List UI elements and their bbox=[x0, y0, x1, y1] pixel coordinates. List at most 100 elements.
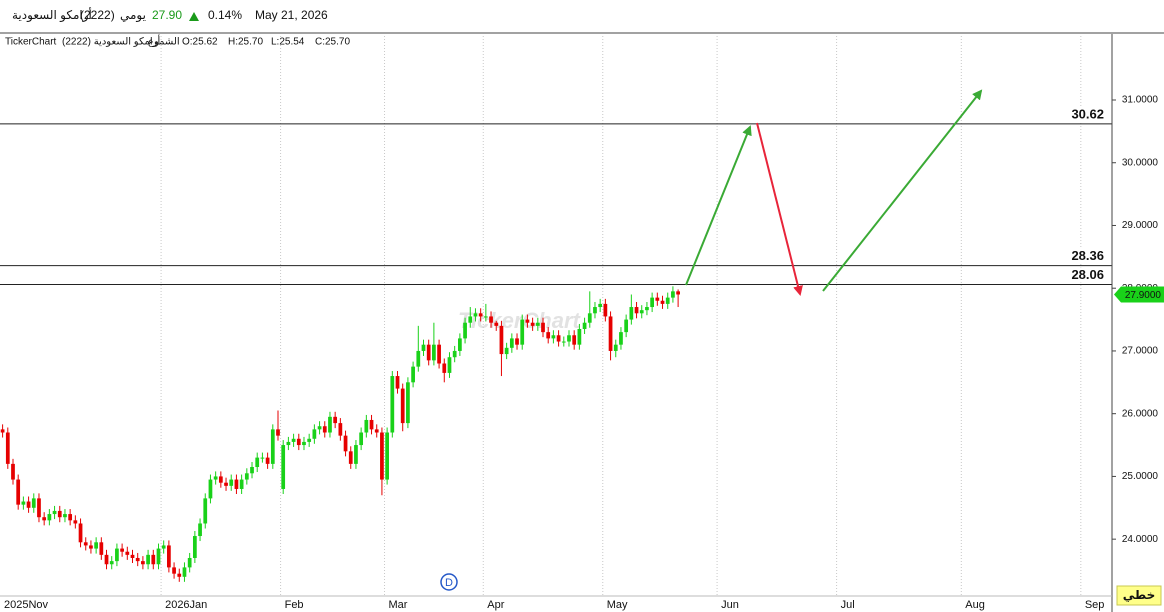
candle-body bbox=[218, 476, 223, 483]
event-marker[interactable] bbox=[440, 573, 458, 591]
source: TickerChart bbox=[5, 37, 57, 48]
x-tick-label: May bbox=[607, 599, 628, 611]
candle-body bbox=[52, 510, 57, 515]
candle-body bbox=[613, 344, 618, 351]
candle-body bbox=[99, 542, 104, 555]
candle-body bbox=[26, 501, 31, 508]
candle-body bbox=[63, 514, 67, 518]
candle-body bbox=[645, 307, 649, 311]
candle-body bbox=[561, 341, 566, 343]
candle-body bbox=[104, 554, 109, 565]
candle-body bbox=[655, 297, 660, 301]
stock-code: (2222) bbox=[80, 8, 115, 22]
candle-body bbox=[582, 322, 587, 329]
candle-body bbox=[16, 479, 21, 505]
candle-body bbox=[120, 548, 124, 552]
candle-body bbox=[270, 429, 275, 464]
candle-body bbox=[208, 479, 213, 499]
symbol: (2222) أرامكو السعودية bbox=[62, 35, 160, 48]
candle-body bbox=[302, 441, 306, 446]
candle-body bbox=[671, 291, 675, 298]
level-label: 30.62 bbox=[1071, 106, 1104, 121]
candle-body bbox=[556, 335, 561, 342]
candle-body bbox=[312, 429, 317, 439]
chart-mode-label[interactable]: خطي bbox=[1123, 588, 1155, 602]
chart-mode-button[interactable] bbox=[1116, 585, 1162, 606]
projection-arrow bbox=[756, 122, 803, 296]
candle-body bbox=[229, 479, 234, 486]
candle-body bbox=[499, 325, 504, 355]
candle-body bbox=[348, 451, 353, 464]
candle-body bbox=[447, 357, 452, 373]
candle-body bbox=[587, 313, 592, 323]
candle-body bbox=[343, 435, 348, 452]
level-label-bg bbox=[1062, 267, 1108, 283]
candle-body bbox=[660, 300, 665, 304]
candle-body bbox=[11, 463, 15, 480]
candle-body bbox=[541, 322, 545, 333]
candle-body bbox=[234, 479, 239, 489]
candle-body bbox=[328, 416, 332, 433]
price: 27.90 bbox=[152, 8, 182, 22]
candle-body bbox=[177, 573, 182, 577]
candle-body bbox=[203, 498, 208, 524]
candle-body bbox=[83, 542, 88, 546]
candle-body bbox=[619, 332, 623, 345]
candle-body bbox=[156, 548, 161, 565]
candle-body bbox=[89, 545, 93, 549]
chart-style: الشموع bbox=[148, 37, 180, 48]
candle-body bbox=[504, 347, 509, 355]
x-tick-label: Mar bbox=[389, 599, 408, 611]
candle-body bbox=[603, 303, 608, 317]
projection-arrow bbox=[822, 89, 983, 292]
candle-body bbox=[182, 567, 187, 577]
stock-name: أرامكو السعودية bbox=[12, 7, 92, 23]
x-tick-label: Jul bbox=[841, 599, 855, 611]
candle-body bbox=[5, 432, 10, 464]
candle-body bbox=[250, 467, 254, 474]
level-label: 28.36 bbox=[1071, 248, 1104, 263]
candle-body bbox=[411, 366, 415, 383]
watermark: TickerChart bbox=[458, 308, 582, 333]
candle-body bbox=[473, 313, 478, 317]
candle-body bbox=[265, 457, 270, 464]
candle-body bbox=[572, 335, 577, 345]
candle-body bbox=[400, 388, 405, 424]
candle-body bbox=[525, 319, 530, 323]
candle-body bbox=[68, 514, 73, 521]
candle-body bbox=[608, 316, 613, 351]
candle-body bbox=[276, 429, 280, 436]
candle-body bbox=[260, 457, 265, 459]
candle-body bbox=[639, 310, 644, 314]
candle-body bbox=[322, 426, 327, 433]
y-tick-label: 31.0000 bbox=[1122, 95, 1159, 106]
candle-body bbox=[520, 319, 525, 345]
candle-body bbox=[141, 561, 145, 565]
candle-body bbox=[244, 473, 249, 480]
candle-body bbox=[307, 438, 312, 442]
candle-body bbox=[21, 501, 26, 505]
candle-body bbox=[385, 432, 389, 480]
ohlc-open: O:25.62 bbox=[182, 37, 218, 48]
x-tick-label: Sep bbox=[1085, 599, 1105, 611]
candle-body bbox=[395, 376, 400, 389]
candle-body bbox=[515, 338, 519, 345]
candle-body bbox=[338, 423, 343, 436]
candle-body bbox=[281, 445, 286, 489]
candle-body bbox=[286, 441, 291, 446]
candle-body bbox=[364, 419, 369, 433]
candle-body bbox=[296, 438, 301, 446]
candle-body bbox=[130, 554, 135, 558]
candle-body bbox=[442, 363, 447, 373]
event-marker-label[interactable]: D bbox=[445, 577, 453, 589]
x-tick-label: 2026Jan bbox=[165, 599, 207, 611]
y-tick-label: 30.0000 bbox=[1122, 157, 1159, 168]
last-price-tag bbox=[1114, 286, 1164, 303]
candle-body bbox=[478, 313, 483, 317]
y-tick-label: 24.0000 bbox=[1122, 534, 1159, 545]
up-triangle bbox=[189, 12, 199, 21]
candle-body bbox=[577, 328, 582, 345]
ohlc-low: L:25.54 bbox=[271, 37, 305, 48]
